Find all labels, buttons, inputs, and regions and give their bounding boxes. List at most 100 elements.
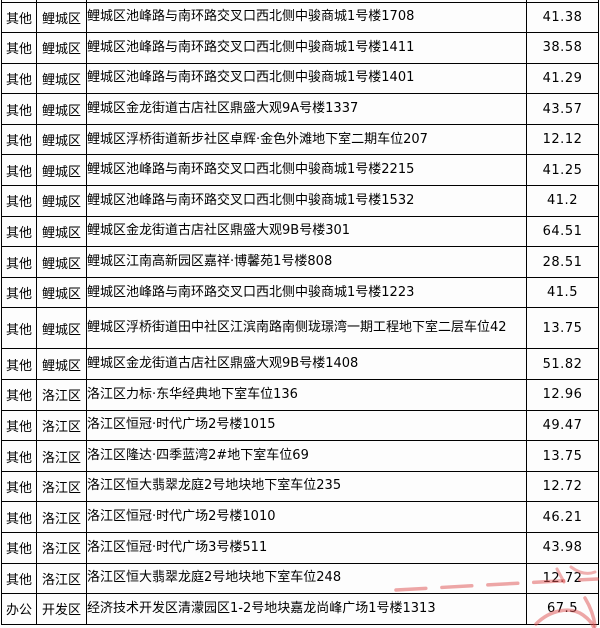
address-cell[interactable]: 鲤城区池峰路与南环路交叉口西北侧中骏商城1号楼2215	[86, 154, 527, 187]
district-cell[interactable]: 开发区	[36, 593, 87, 625]
area-cell[interactable]: 43.98	[526, 532, 599, 564]
address-cell[interactable]: 鲤城区池峰路与南环路交叉口西北侧中骏商城1号楼1411	[86, 32, 527, 64]
area-cell[interactable]: 41.2	[526, 185, 599, 217]
usage-cell[interactable]: 其他	[1, 185, 37, 217]
usage-cell[interactable]: 其他	[1, 246, 37, 278]
district-cell[interactable]: 洛江区	[36, 440, 87, 472]
area-cell[interactable]: 41.5	[526, 276, 599, 309]
table-row: 其他 洛江区 洛江区恒冠·时代广场2号楼1015 49.47	[1, 409, 599, 442]
address-cell[interactable]: 洛江区恒冠·时代广场2号楼1015	[86, 409, 527, 442]
address-cell[interactable]: 鲤城区池峰路与南环路交叉口西北侧中骏商城1号楼1401	[86, 62, 527, 95]
address-cell[interactable]: 洛江区恒大翡翠龙庭2号地块地下室车位235	[86, 470, 527, 503]
address-cell[interactable]: 鲤城区池峰路与南环路交叉口西北侧中骏商城1号楼1223	[86, 276, 527, 309]
district-cell[interactable]: 洛江区	[36, 379, 87, 411]
usage-cell[interactable]: 其他	[1, 501, 37, 533]
area-cell[interactable]: 12.72	[526, 562, 599, 595]
area-cell[interactable]: 12.72	[526, 470, 599, 503]
district-cell[interactable]: 鲤城区	[36, 307, 87, 350]
district-cell[interactable]: 鲤城区	[36, 215, 87, 248]
cropped-row-sliver	[1, 0, 599, 3]
usage-cell[interactable]: 其他	[1, 409, 37, 442]
address-cell[interactable]: 洛江区恒冠·时代广场3号楼511	[86, 532, 527, 564]
district-cell[interactable]: 洛江区	[36, 501, 87, 533]
address-cell[interactable]: 鲤城区浮桥街道新步社区卓辉·金色外滩地下室二期车位207	[86, 123, 527, 156]
usage-cell[interactable]: 其他	[1, 1, 37, 34]
area-cell[interactable]: 67.5	[526, 593, 599, 625]
table-row: 其他 鲤城区 鲤城区浮桥街道田中社区江滨南路南侧珑璟湾一期工程地下室二层车位42 13…	[1, 307, 599, 350]
district-cell[interactable]: 鲤城区	[36, 1, 87, 34]
district-cell[interactable]: 鲤城区	[36, 154, 87, 187]
district-cell[interactable]: 鲤城区	[36, 93, 87, 125]
table-row: 其他 鲤城区 鲤城区金龙街道古店社区鼎盛大观9B号楼1408 51.82	[1, 348, 599, 381]
address-cell[interactable]: 洛江区力标·东华经典地下室车位136	[86, 379, 527, 411]
district-cell[interactable]: 鲤城区	[36, 185, 87, 217]
address-cell[interactable]: 鲤城区金龙街道古店社区鼎盛大观9A号楼1337	[86, 93, 527, 125]
table-row: 其他 鲤城区 鲤城区江南高新园区嘉祥·博馨苑1号楼808 28.51	[1, 246, 599, 278]
area-cell[interactable]: 49.47	[526, 409, 599, 442]
usage-cell[interactable]: 其他	[1, 440, 37, 472]
address-cell[interactable]: 鲤城区浮桥街道田中社区江滨南路南侧珑璟湾一期工程地下室二层车位42	[86, 307, 527, 350]
table-row: 其他 鲤城区 鲤城区池峰路与南环路交叉口西北侧中骏商城1号楼2215 41.25	[1, 154, 599, 187]
address-cell[interactable]: 鲤城区江南高新园区嘉祥·博馨苑1号楼808	[86, 246, 527, 278]
table-row: 其他 洛江区 洛江区恒大翡翠龙庭2号地块地下室车位235 12.72	[1, 470, 599, 503]
district-cell[interactable]: 洛江区	[36, 409, 87, 442]
address-cell[interactable]: 鲤城区金龙街道古店社区鼎盛大观9B号楼301	[86, 215, 527, 248]
area-cell[interactable]: 41.38	[526, 1, 599, 34]
usage-cell[interactable]: 其他	[1, 470, 37, 503]
area-cell[interactable]: 28.51	[526, 246, 599, 278]
address-cell[interactable]: 洛江区隆达·四季蓝湾2#地下室车位69	[86, 440, 527, 472]
table-row: 其他 鲤城区 鲤城区池峰路与南环路交叉口西北侧中骏商城1号楼1708 41.38	[1, 1, 599, 34]
district-cell[interactable]: 鲤城区	[36, 62, 87, 95]
usage-cell[interactable]: 其他	[1, 154, 37, 187]
cropped-cell	[526, 0, 599, 3]
area-cell[interactable]: 41.29	[526, 62, 599, 95]
district-cell[interactable]: 鲤城区	[36, 348, 87, 381]
area-cell[interactable]: 46.21	[526, 501, 599, 533]
address-cell[interactable]: 经济技术开发区清濛园区1-2号地块嘉龙尚峰广场1号楼1313	[86, 593, 527, 625]
area-cell[interactable]: 43.57	[526, 93, 599, 125]
usage-cell[interactable]: 其他	[1, 123, 37, 156]
area-cell[interactable]: 12.96	[526, 379, 599, 411]
usage-cell[interactable]: 办公	[1, 593, 37, 625]
usage-cell[interactable]: 其他	[1, 93, 37, 125]
usage-cell[interactable]: 其他	[1, 32, 37, 64]
address-cell[interactable]: 洛江区恒大翡翠龙庭2号地块地下室车位248	[86, 562, 527, 595]
usage-cell[interactable]: 其他	[1, 62, 37, 95]
table-row: 其他 洛江区 洛江区恒冠·时代广场2号楼1010 46.21	[1, 501, 599, 533]
usage-cell[interactable]: 其他	[1, 562, 37, 595]
area-cell[interactable]: 41.25	[526, 154, 599, 187]
address-cell[interactable]: 洛江区恒冠·时代广场2号楼1010	[86, 501, 527, 533]
usage-cell[interactable]: 其他	[1, 215, 37, 248]
table-row: 其他 鲤城区 鲤城区池峰路与南环路交叉口西北侧中骏商城1号楼1411 38.58	[1, 32, 599, 64]
district-cell[interactable]: 鲤城区	[36, 246, 87, 278]
usage-cell[interactable]: 其他	[1, 307, 37, 350]
usage-cell[interactable]: 其他	[1, 348, 37, 381]
area-cell[interactable]: 12.12	[526, 123, 599, 156]
address-cell[interactable]: 鲤城区池峰路与南环路交叉口西北侧中骏商城1号楼1708	[86, 1, 527, 34]
area-cell[interactable]: 51.82	[526, 348, 599, 381]
district-cell[interactable]: 鲤城区	[36, 32, 87, 64]
area-cell[interactable]: 64.51	[526, 215, 599, 248]
district-cell[interactable]: 洛江区	[36, 562, 87, 595]
table-row: 其他 鲤城区 鲤城区池峰路与南环路交叉口西北侧中骏商城1号楼1401 41.29	[1, 62, 599, 95]
district-cell[interactable]: 洛江区	[36, 470, 87, 503]
table-row: 其他 洛江区 洛江区力标·东华经典地下室车位136 12.96	[1, 379, 599, 411]
table-row: 其他 洛江区 洛江区恒大翡翠龙庭2号地块地下室车位248 12.72	[1, 562, 599, 595]
table-row: 其他 鲤城区 鲤城区池峰路与南环路交叉口西北侧中骏商城1号楼1532 41.2	[1, 185, 599, 217]
district-cell[interactable]: 洛江区	[36, 532, 87, 564]
area-cell[interactable]: 13.75	[526, 307, 599, 350]
usage-cell[interactable]: 其他	[1, 532, 37, 564]
table-row: 其他 洛江区 洛江区隆达·四季蓝湾2#地下室车位69 13.75	[1, 440, 599, 472]
table-row: 其他 鲤城区 鲤城区金龙街道古店社区鼎盛大观9B号楼301 64.51	[1, 215, 599, 248]
area-cell[interactable]: 38.58	[526, 32, 599, 64]
address-cell[interactable]: 鲤城区金龙街道古店社区鼎盛大观9B号楼1408	[86, 348, 527, 381]
usage-cell[interactable]: 其他	[1, 379, 37, 411]
district-cell[interactable]: 鲤城区	[36, 276, 87, 309]
district-cell[interactable]: 鲤城区	[36, 123, 87, 156]
area-cell[interactable]: 13.75	[526, 440, 599, 472]
usage-cell[interactable]: 其他	[1, 276, 37, 309]
address-cell[interactable]: 鲤城区池峰路与南环路交叉口西北侧中骏商城1号楼1532	[86, 185, 527, 217]
